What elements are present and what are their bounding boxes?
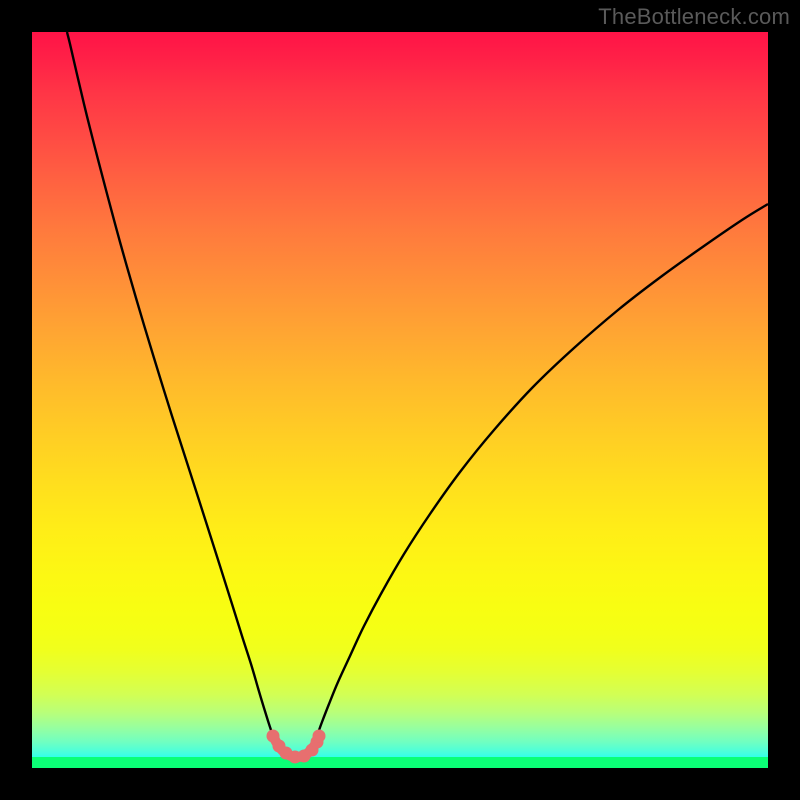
watermark-text: TheBottleneck.com bbox=[598, 4, 790, 30]
bottleneck-curve-right bbox=[317, 204, 768, 736]
page-root: TheBottleneck.com bbox=[0, 0, 800, 800]
valley-marker-dots bbox=[267, 730, 326, 764]
bottleneck-curve-left bbox=[67, 32, 273, 736]
valley-dot bbox=[313, 730, 326, 743]
curve-layer bbox=[32, 32, 768, 768]
plot-area bbox=[32, 32, 768, 768]
